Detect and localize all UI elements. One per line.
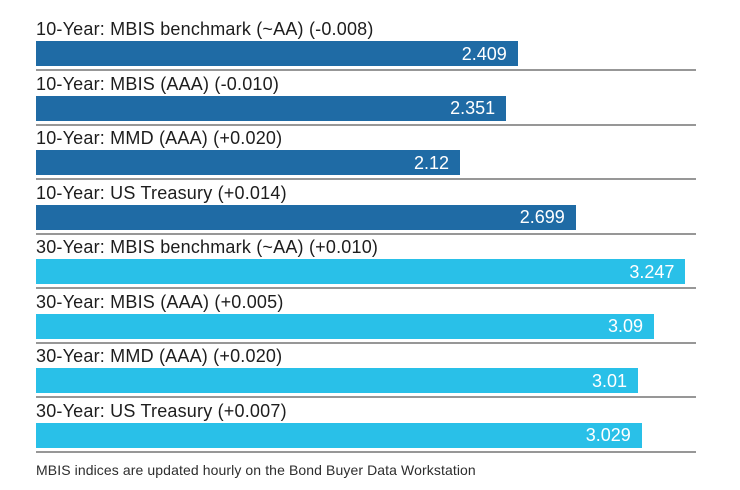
chart-row: 30-Year: MMD (AAA) (+0.020) 3.01 bbox=[36, 346, 696, 398]
row-separator bbox=[36, 396, 696, 398]
chart-row: 30-Year: MBIS (AAA) (+0.005) 3.09 bbox=[36, 292, 696, 344]
chart-row: 10-Year: MMD (AAA) (+0.020) 2.12 bbox=[36, 128, 696, 180]
bar-value-label: 2.409 bbox=[461, 43, 507, 64]
chart-row: 10-Year: MBIS benchmark (~AA) (-0.008) 2… bbox=[36, 19, 696, 71]
bar-label: 30-Year: MBIS benchmark (~AA) (+0.010) bbox=[36, 237, 379, 257]
bar-value-label: 2.351 bbox=[450, 98, 496, 118]
row-separator bbox=[36, 287, 696, 289]
bar: 3.01 bbox=[36, 368, 638, 393]
row-separator bbox=[36, 178, 696, 180]
chart-footnote: MBIS indices are updated hourly on the B… bbox=[36, 461, 476, 478]
row-separator bbox=[36, 450, 696, 453]
bar-label: 30-Year: US Treasury (+0.007) bbox=[36, 400, 287, 421]
bar-value-label: 3.01 bbox=[591, 370, 627, 391]
chart-rows: 10-Year: MBIS benchmark (~AA) (-0.008) 2… bbox=[36, 19, 696, 453]
bar-value-label: 3.029 bbox=[585, 425, 631, 445]
bar-label: 10-Year: US Treasury (+0.014) bbox=[36, 182, 287, 203]
bar: 3.247 bbox=[36, 259, 686, 284]
chart-row: 30-Year: US Treasury (+0.007) 3.029 bbox=[36, 401, 696, 453]
bar: 2.12 bbox=[36, 150, 460, 175]
row-separator bbox=[36, 123, 696, 126]
bar: 3.09 bbox=[36, 313, 654, 339]
row-separator bbox=[36, 69, 696, 71]
bar-label: 10-Year: MBIS (AAA) (-0.010) bbox=[36, 73, 280, 94]
bar-value-label: 3.247 bbox=[629, 261, 675, 282]
bar-label: 10-Year: MMD (AAA) (+0.020) bbox=[36, 128, 283, 148]
bar-value-label: 3.09 bbox=[607, 316, 643, 336]
bar-value-label: 2.12 bbox=[413, 152, 449, 173]
bar-label: 10-Year: MBIS benchmark (~AA) (-0.008) bbox=[36, 19, 374, 39]
chart-row: 10-Year: MBIS (AAA) (-0.010) 2.351 bbox=[36, 74, 696, 126]
chart-row: 10-Year: US Treasury (+0.014) 2.699 bbox=[36, 183, 696, 235]
bar: 3.029 bbox=[36, 422, 642, 448]
bar-label: 30-Year: MBIS (AAA) (+0.005) bbox=[36, 291, 284, 312]
row-separator bbox=[36, 341, 696, 344]
bar: 2.699 bbox=[36, 204, 576, 230]
bar-value-label: 2.699 bbox=[519, 207, 565, 227]
bar-label: 30-Year: MMD (AAA) (+0.020) bbox=[36, 346, 283, 366]
bar: 2.409 bbox=[36, 41, 518, 66]
bar: 2.351 bbox=[36, 95, 507, 121]
chart-row: 30-Year: MBIS benchmark (~AA) (+0.010) 3… bbox=[36, 237, 696, 289]
row-separator bbox=[36, 232, 696, 235]
bond-yield-bar-chart: 10-Year: MBIS benchmark (~AA) (-0.008) 2… bbox=[36, 19, 696, 478]
